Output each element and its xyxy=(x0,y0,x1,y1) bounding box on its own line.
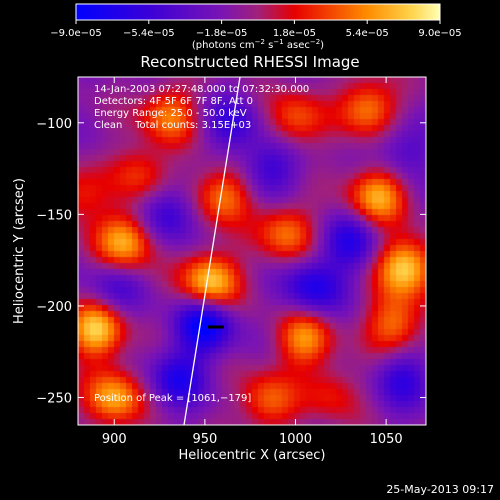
plot-frame xyxy=(77,76,427,426)
y-axis-label: Heliocentric Y (arcsec) xyxy=(12,178,27,324)
colorbar-tick-label: −5.4e−05 xyxy=(123,28,175,39)
x-tick-label: 900 xyxy=(102,432,127,447)
energy-range-text: Energy Range: 25.0 - 50.0 keV xyxy=(94,108,247,119)
footer-timestamp: 25-May-2013 09:17 xyxy=(386,483,494,496)
y-tick-label: −150 xyxy=(36,208,72,223)
colorbar-area: −9.0e−05 −5.4e−05 −1.8e−05 1.8e−05 5.4e−05 9.… xyxy=(50,3,462,51)
colorbar-unit: (photons cm−2 s−1 asec−2) xyxy=(192,38,324,51)
colorbar-tick-label: 9.0e−05 xyxy=(418,28,461,39)
x-tick-label: 1050 xyxy=(370,432,403,447)
clean-counts-text: Clean Total counts: 3.15E+03 xyxy=(94,120,252,131)
x-tick-label: 950 xyxy=(192,432,217,447)
chart-title: Reconstructed RHESSI Image xyxy=(140,53,360,71)
peak-position-text: Position of Peak = [1061,−179] xyxy=(94,393,252,404)
limb-line xyxy=(183,76,241,426)
heatmap-image xyxy=(78,77,426,425)
colorbar-ticks: −9.0e−05 −5.4e−05 −1.8e−05 1.8e−05 5.4e−05 9.… xyxy=(50,20,462,39)
x-tick-label: 1000 xyxy=(279,432,312,447)
colorbar-tick-label: 5.4e−05 xyxy=(346,28,389,39)
colorbar-tick-label: 1.8e−05 xyxy=(273,28,316,39)
time-range-text: 14-Jan-2003 07:27:48.000 to 07:32:30.000 xyxy=(94,84,310,95)
detectors-text: Detectors: 4F 5F 6F 7F 8F, Att 0 xyxy=(94,96,254,107)
y-ticks: −100 −150 −200 −250 xyxy=(36,117,426,407)
x-axis-label: Heliocentric X (arcsec) xyxy=(179,448,326,463)
colorbar-tick-label: −1.8e−05 xyxy=(196,28,248,39)
colorbar xyxy=(75,3,441,21)
x-ticks: 900 950 1000 1050 xyxy=(102,77,403,447)
colorbar-tick-label: −9.0e−05 xyxy=(50,28,102,39)
y-tick-label: −250 xyxy=(36,392,72,407)
y-tick-label: −100 xyxy=(36,117,72,132)
y-tick-label: −200 xyxy=(36,300,72,315)
